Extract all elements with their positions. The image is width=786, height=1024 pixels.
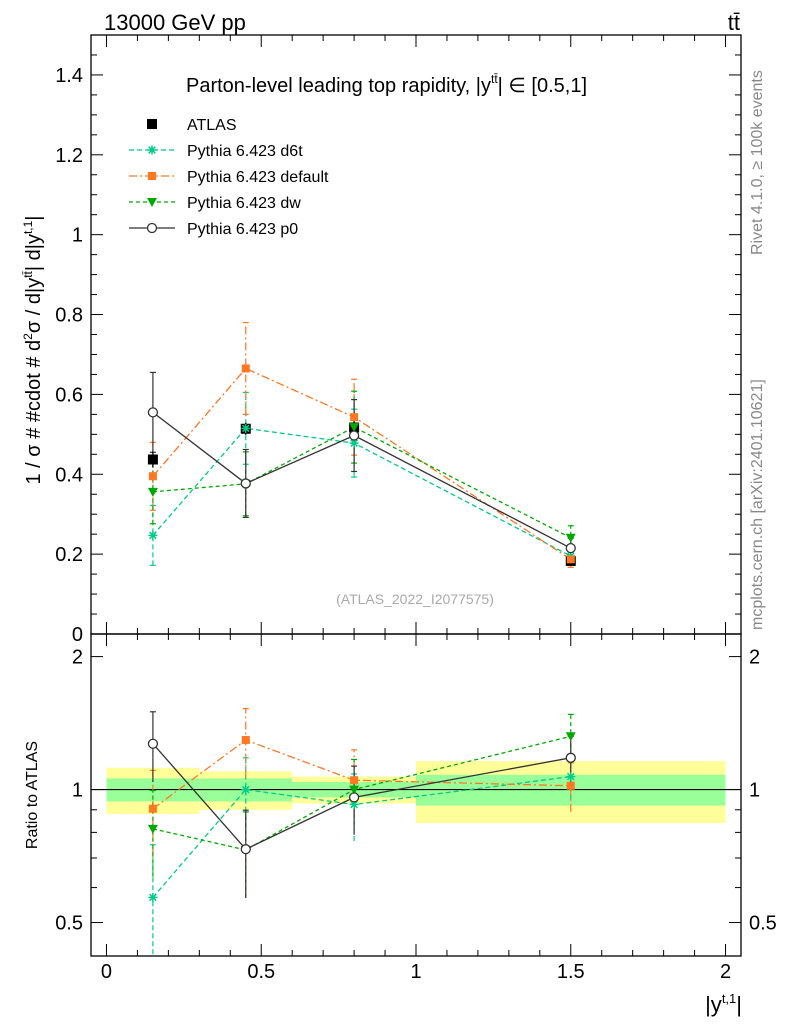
main-plot: 0 0.2 0.4 0.6 0.8 1 1.2 1.4 Parton-level leadin… [21,34,742,646]
legend-label-default: Pythia 6.423 default [187,169,329,186]
legend-marker-d6t [147,145,157,155]
series-marker-dw [147,487,158,497]
y-tick-label: 0.8 [55,305,83,327]
x-tick-label: 0.5 [247,961,275,983]
ratio-marker-default [241,735,250,744]
legend-marker-dw [147,198,157,207]
x-tick-label: 0 [101,961,112,983]
ratio-marker-d6t [241,785,251,795]
ratio-y-tick-label: 2 [72,647,83,669]
ratio-line-d6t [152,775,571,898]
ratio-line-p0 [152,743,571,850]
x-axis-label: |yt,1| [705,991,742,1017]
ratio-marker-d6t [349,800,359,810]
series-marker-p0 [147,407,159,418]
analysis-id-label: (ATLAS_2022_I2077575) [336,591,494,607]
legend: ATLAS Pythia 6.423 d6t Pythia 6.423 defaul… [129,117,329,238]
legend-marker-default [148,172,156,180]
ratio-marker-p0 [348,792,360,803]
series-marker-d6t [241,423,251,433]
x-tick-label: 2 [720,961,731,983]
y-tick-label: 0.4 [55,464,83,486]
series-line-default [152,367,572,560]
ratio-marker-default [566,781,575,790]
energy-label: 13000 GeV pp [104,10,246,35]
ratio-marker-d6t [566,772,576,782]
ratio-y-tick-label-right: 0.5 [749,913,777,935]
series-marker-default [241,364,250,373]
ratio-y-tick-label-right: 1 [749,780,760,802]
x-tick-label: 1.5 [557,961,585,983]
series-marker-p0 [565,542,576,554]
ratio-marker-dw [565,732,576,742]
series-marker-dw [565,533,576,543]
series-marker-d6t [349,438,359,448]
y-tick-label: 1 [72,225,83,247]
series-line-dw [152,426,572,539]
series-marker-p0 [240,478,251,489]
y-axis-label: 1 / σ # #cdot # d2σ / d|ytt̄| d|yt,1| [21,216,45,485]
series-marker-d6t [148,530,158,540]
series-line-p0 [152,411,572,549]
series-marker-dw [349,423,360,433]
ratio-y-axis: 0.5 0.5 1 1 2 2 [55,647,777,935]
y-tick-label: 0.6 [55,384,83,406]
legend-label-dw: Pythia 6.423 dw [187,195,301,212]
ratio-plot: 0.5 0.5 1 1 2 2 0 0.5 1 1.5 2 Ratio to ATLAS |yt,… [24,633,777,1017]
ratio-marker-dw [147,824,158,834]
x-axis: 0 0.5 1 1.5 2 [101,634,731,983]
main-x-ticks [105,35,727,634]
process-label: tt̄ [728,10,740,35]
legend-marker-atlas [147,119,157,129]
ratio-marker-d6t [148,892,158,902]
legend-label-d6t: Pythia 6.423 d6t [187,143,303,160]
ratio-y-tick-label: 1 [72,780,83,802]
legend-label-atlas: ATLAS [187,117,237,134]
main-plot-marks [147,321,576,568]
ratio-marker-default [350,776,359,785]
ratio-plot-marks [91,708,741,956]
series-marker-p0 [348,430,360,441]
ratio-marker-p0 [565,752,576,763]
x-tick-label: 1 [410,961,421,983]
ratio-y-tick-label: 0.5 [55,913,83,935]
series-marker-default [148,472,157,481]
y-tick-label: 1.4 [55,65,83,87]
series-marker-default [566,555,575,564]
ratio-y-axis-label: Ratio to ATLAS [24,741,41,849]
data-point [147,454,158,465]
ratio-marker-default [148,804,157,813]
mcplots-label: mcplots.cern.ch [arXiv:2401.10621] [749,379,766,630]
ratio-marker-dw [349,785,360,795]
series-marker-default [350,413,359,422]
rivet-label: Rivet 4.1.0, ≥ 100k events [749,70,766,255]
y-tick-label: 1.2 [55,145,83,167]
ratio-marker-p0 [147,738,159,749]
y-tick-label: 0.2 [55,544,83,566]
ratio-y-tick-label-right: 2 [749,647,760,669]
legend-marker-p0 [146,222,158,234]
y-tick-label: 0 [72,624,83,646]
chart-title: Parton-level leading top rapidity, |ytt̄… [186,72,587,97]
main-y-axis: 0 0.2 0.4 0.6 0.8 1 1.2 1.4 [55,34,741,646]
legend-label-p0: Pythia 6.423 p0 [187,221,298,238]
ratio-line-default [152,739,571,810]
ratio-marker-p0 [240,844,251,855]
ratio-line-dw [152,735,571,851]
series-line-d6t [152,427,572,557]
